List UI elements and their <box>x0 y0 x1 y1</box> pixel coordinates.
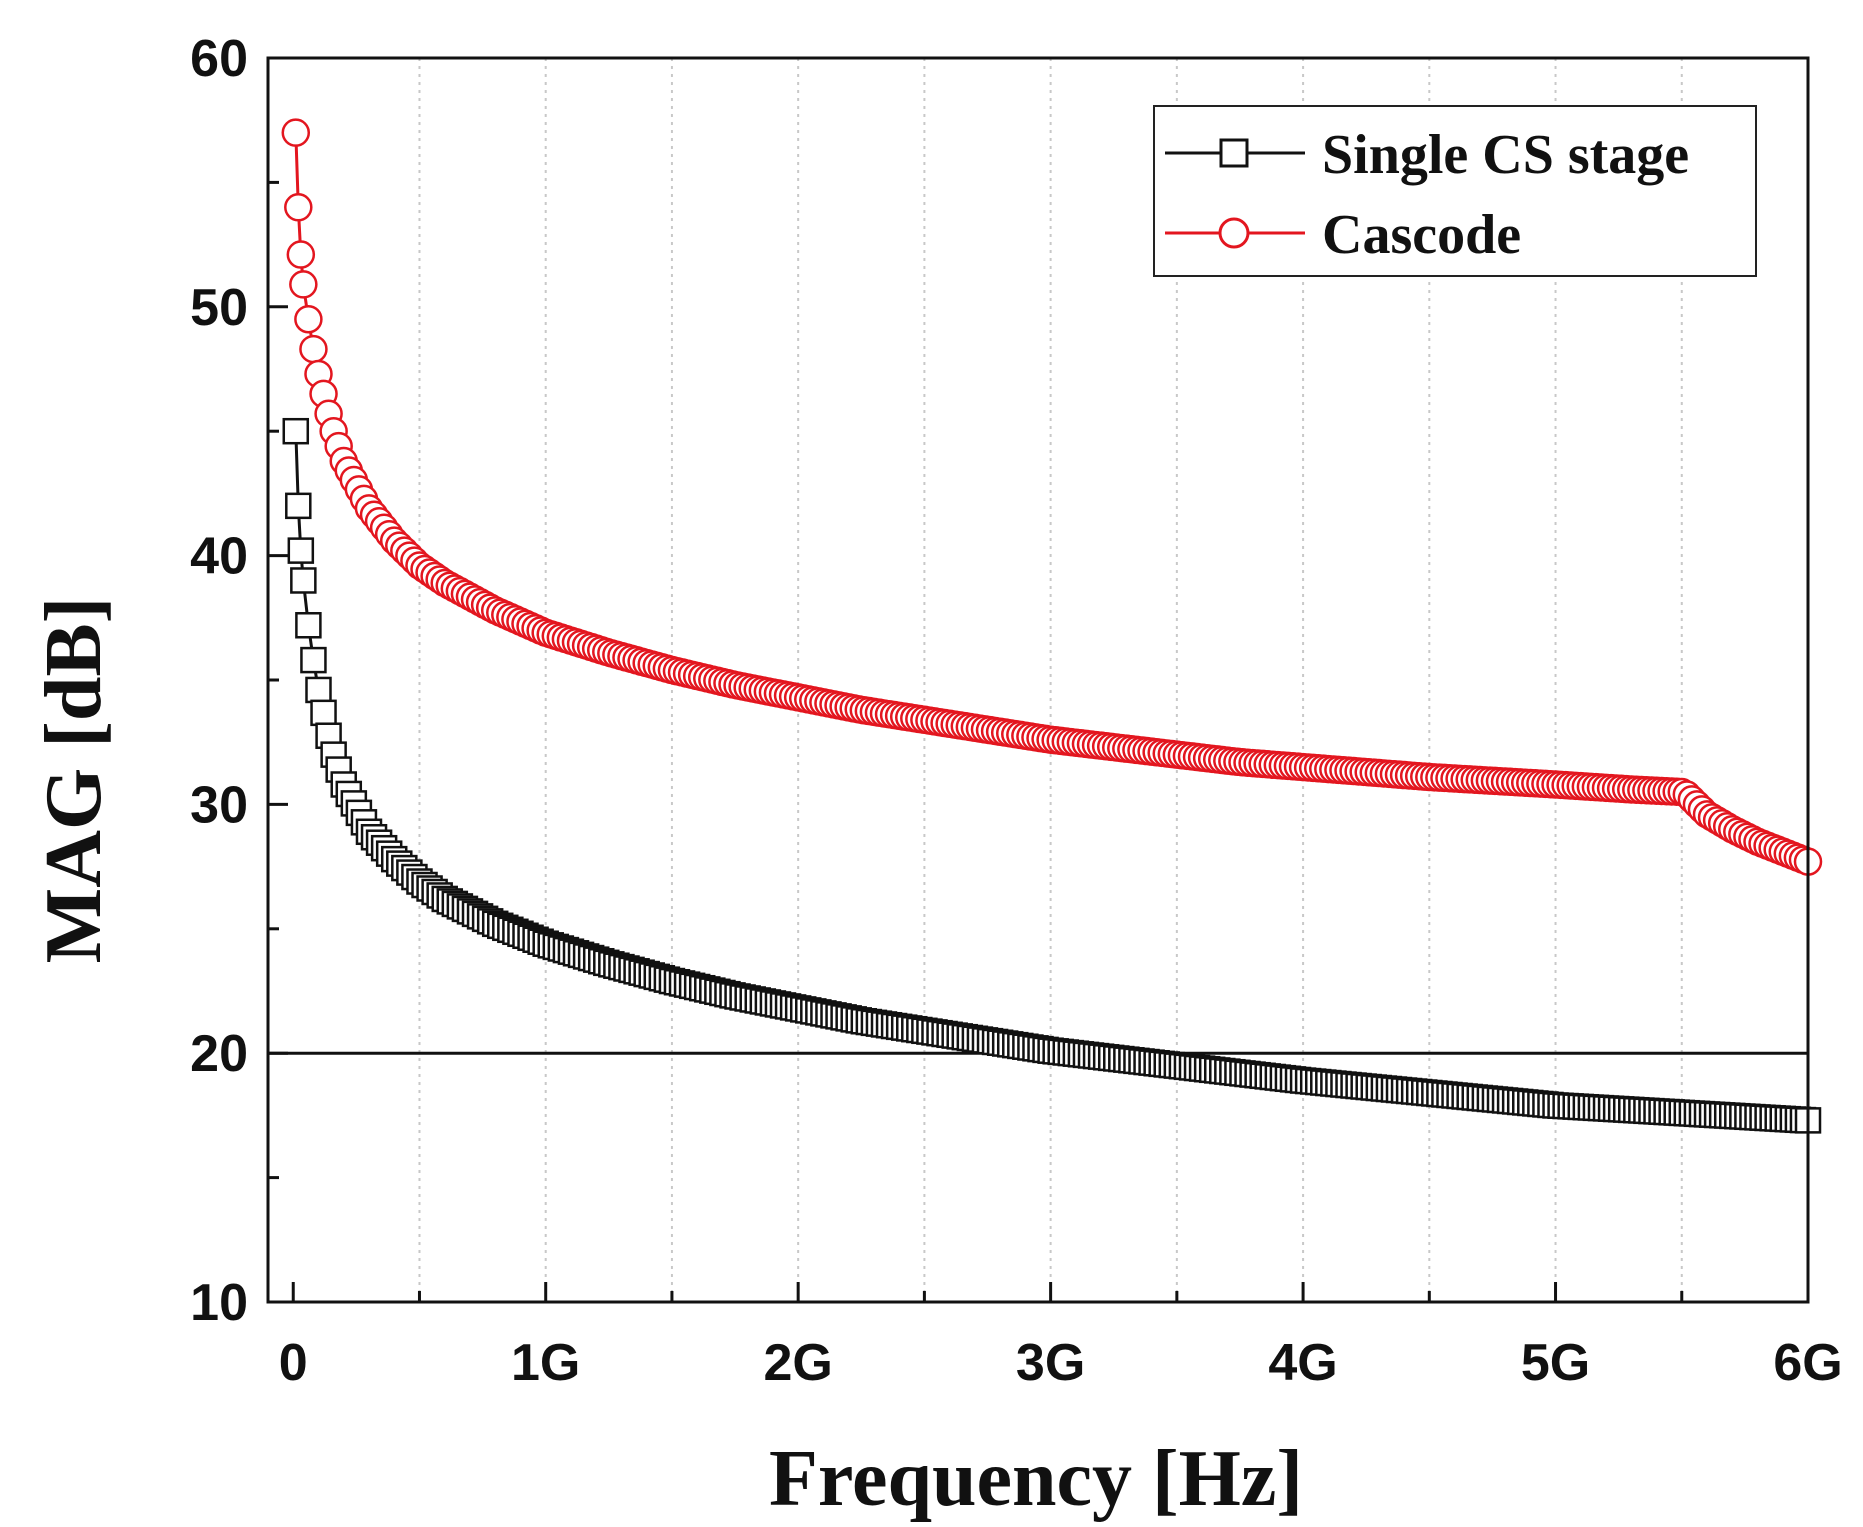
y-tick-label: 30 <box>190 776 248 834</box>
data-point <box>285 492 312 520</box>
data-point <box>282 417 310 445</box>
data-point <box>305 676 332 704</box>
legend-marker-square <box>1219 138 1249 168</box>
x-tick-label: 6G <box>1773 1334 1842 1392</box>
tick-layer: 0 1G 2G 3G 4G 5G 6G 10 20 30 40 50 60 <box>190 30 1843 1392</box>
y-tick-label: 10 <box>190 1274 248 1332</box>
series-cascode <box>281 118 1823 876</box>
y-tick-label: 60 <box>190 30 248 88</box>
x-tick-label: 0 <box>279 1334 308 1392</box>
y-axis-title: MAG [dB] <box>30 597 118 964</box>
data-point <box>310 699 337 727</box>
y-tick-label: 40 <box>190 528 248 586</box>
x-tick-label: 1G <box>511 1334 580 1392</box>
data-point <box>300 646 327 674</box>
legend: Single CS stage Cascode <box>1153 105 1757 277</box>
data-point <box>287 537 315 564</box>
legend-label-single-cs: Single CS stage <box>1322 124 1689 186</box>
data-point <box>286 240 316 269</box>
legend-label-cascode: Cascode <box>1322 204 1521 266</box>
y-tick-label: 50 <box>190 279 248 337</box>
x-tick-label: 3G <box>1016 1334 1085 1392</box>
data-point <box>289 270 318 299</box>
legend-box <box>1153 105 1757 277</box>
x-tick-label: 5G <box>1521 1334 1590 1392</box>
x-tick-label: 4G <box>1268 1334 1337 1392</box>
data-point <box>290 567 317 594</box>
y-tick-label: 20 <box>190 1025 248 1083</box>
data-point <box>299 334 328 364</box>
series-single-cs-stage <box>282 417 1822 1134</box>
series-layer <box>281 118 1823 1134</box>
x-tick-label: 2G <box>763 1334 832 1392</box>
data-point <box>295 612 322 639</box>
x-axis-title: Frequency [Hz] <box>769 1435 1303 1523</box>
data-point <box>284 193 313 222</box>
data-point <box>281 118 311 147</box>
legend-marker-circle <box>1218 217 1250 249</box>
data-point <box>294 304 323 334</box>
